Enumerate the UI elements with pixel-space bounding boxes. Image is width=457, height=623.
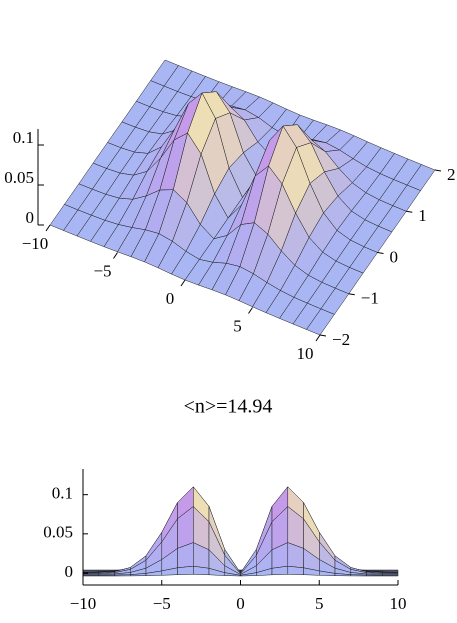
x-tick (113, 252, 118, 259)
surface-patch (98, 574, 115, 577)
y-tick (434, 169, 442, 172)
x-tick-label: 5 (233, 316, 242, 335)
surface-patch (350, 574, 367, 577)
surface-patch (114, 574, 131, 577)
y-tick-label: 2 (447, 165, 456, 184)
y-tick-label: −2 (332, 330, 350, 349)
x-tick-label: 0 (236, 594, 245, 613)
x-tick-label: 5 (315, 594, 324, 613)
z-tick-label: 0.05 (4, 168, 34, 187)
y-tick (348, 293, 355, 296)
z-tick-label: 0.1 (52, 484, 73, 503)
x-tick-label: 0 (166, 289, 175, 308)
surface-patch (366, 574, 383, 577)
x-tick-label: 10 (297, 344, 314, 363)
z-tick-label: 0.05 (43, 523, 73, 542)
caption: <n>=14.94 (184, 396, 273, 418)
surface-patch (382, 575, 399, 577)
z-tick-label: 0 (65, 562, 74, 581)
y-tick-label: −1 (361, 289, 379, 308)
surface-patch (177, 565, 194, 575)
y-tick (377, 252, 384, 254)
x-tick-label: −10 (22, 234, 49, 253)
x-tick (45, 224, 51, 232)
surface-patch (306, 308, 335, 336)
x-tick (248, 307, 253, 314)
x-tick-label: −10 (70, 594, 97, 613)
x-tick-label: 10 (390, 594, 407, 613)
y-tick (319, 334, 327, 337)
x-tick (315, 334, 321, 342)
x-tick-label: −5 (153, 594, 171, 613)
surface-patch (82, 575, 100, 577)
z-tick-label: 0 (26, 208, 35, 227)
z-tick-label: 0.1 (13, 128, 34, 147)
surface-patch (287, 565, 304, 575)
y-tick-label: 1 (418, 206, 427, 225)
y-tick-label: 0 (390, 247, 399, 266)
y-tick (406, 210, 413, 213)
x-tick (180, 279, 186, 287)
x-tick-label: −5 (93, 261, 111, 280)
